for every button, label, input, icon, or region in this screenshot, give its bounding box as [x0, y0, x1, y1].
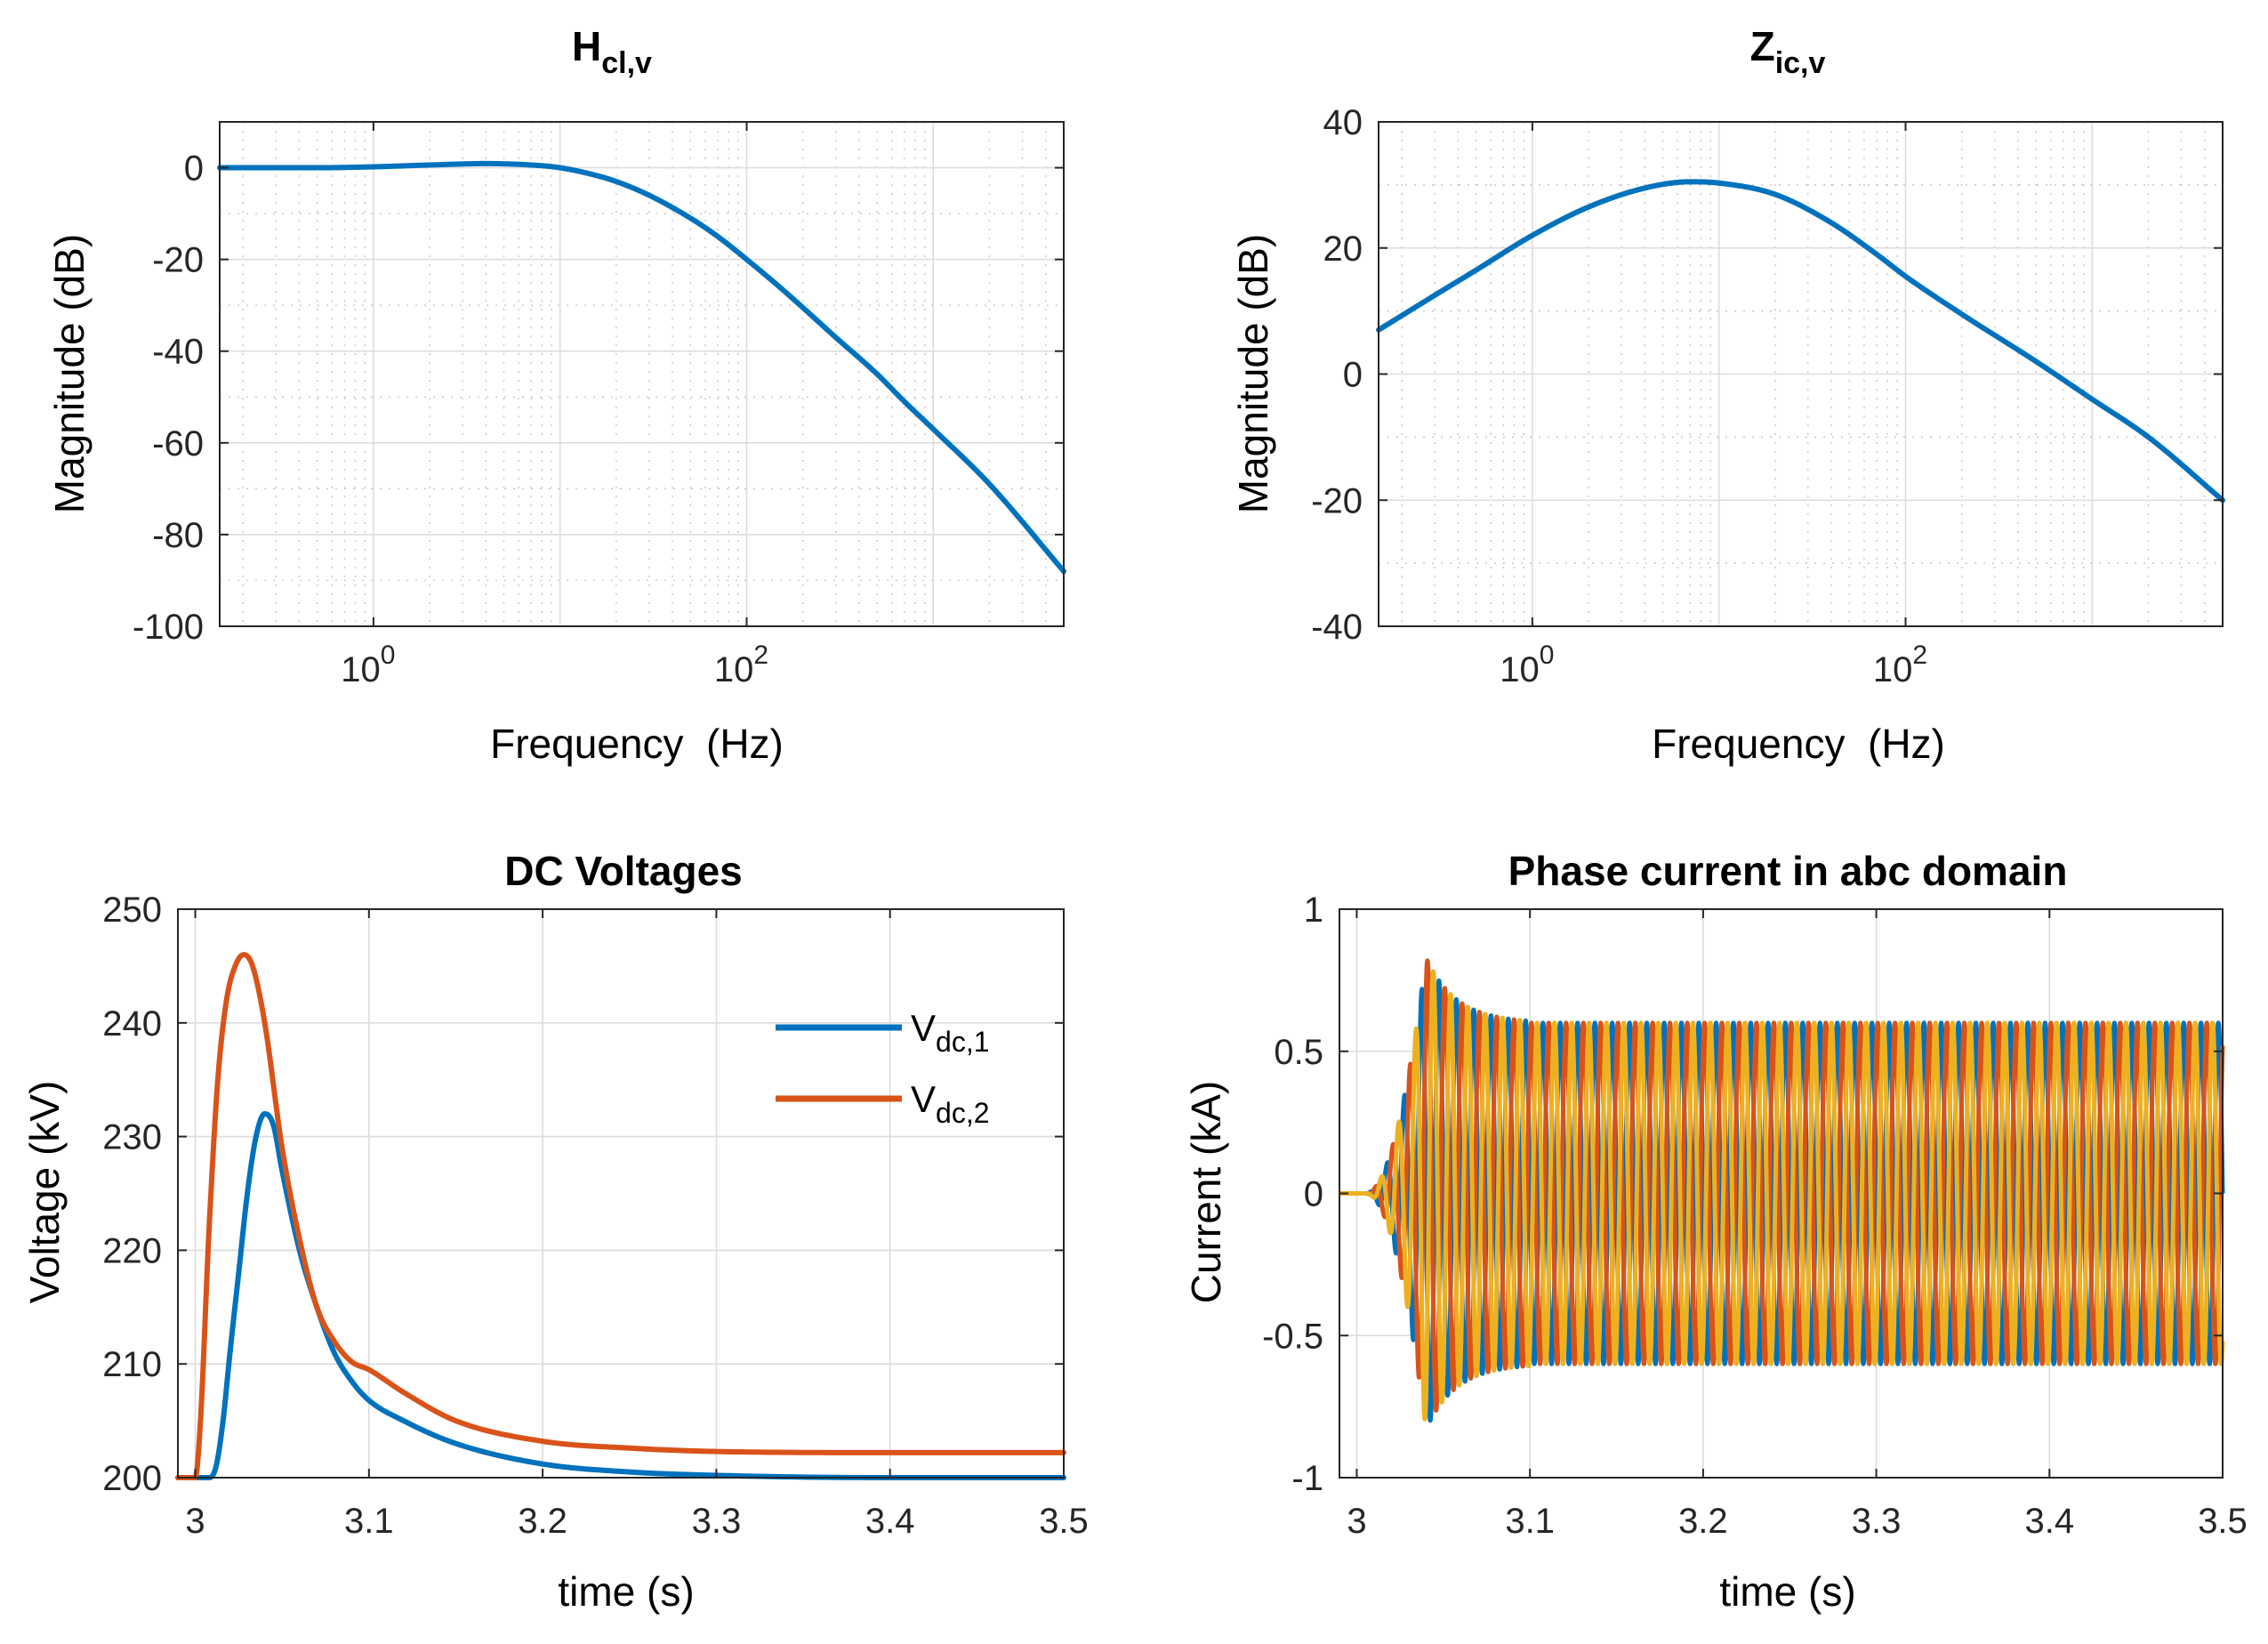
legend-label-vdc2: Vdc,2	[911, 1078, 990, 1129]
panel-phase-ylabel: Current (kA)	[1183, 1081, 1229, 1303]
y-tick-label: 0	[1343, 356, 1363, 395]
panel-phase-current: Phase current in abc domain 1 0.5 0 -0.5 -1 3…	[1183, 848, 2248, 1615]
y-tick-label: 1	[1304, 890, 1323, 930]
panel-dcv-frame	[177, 908, 1065, 1479]
phase-current-series-2	[1337, 958, 2225, 1413]
panel-phase-xlabel: time (s)	[1719, 1568, 1855, 1615]
y-tick-label: 20	[1323, 230, 1363, 269]
panel-zic: Zic,v 40 20 0 -20 -40 100 102 Frequency (Hz) M…	[1230, 23, 2225, 767]
zic-series-line-1	[1376, 179, 2225, 504]
y-tick-label: -60	[152, 424, 204, 463]
panel-zic-title: Zic,v	[1750, 23, 1826, 80]
y-tick-label: -20	[152, 241, 204, 280]
panel-hcl-ylabel: Magnitude (dB)	[46, 234, 92, 514]
x-tick-label: 3	[185, 1502, 205, 1541]
phase-current-series-1	[1337, 978, 2225, 1423]
panel-hcl-frame	[219, 121, 1065, 627]
y-tick-label: 250	[102, 890, 162, 930]
dcv-series-line-2	[175, 952, 1066, 1480]
panel-hcl-title: Hcl,v	[572, 23, 652, 80]
y-tick-label: -20	[1311, 481, 1363, 520]
y-tick-label: -40	[1311, 608, 1363, 647]
panel-dcv-grid	[178, 908, 1065, 1479]
x-tick-label: 3.3	[692, 1502, 742, 1541]
panel-dcv-xlabel: time (s)	[558, 1568, 694, 1615]
panel-zic-grid	[1379, 121, 2223, 627]
x-tick-label: 3.5	[1039, 1502, 1089, 1541]
y-tick-label: -40	[152, 333, 204, 372]
phase-current-series-3	[1337, 969, 2225, 1422]
panel-dc-voltages: DC Voltages 200 210 220 230 240 250 3 3.1 3.2 3.3…	[21, 848, 1089, 1615]
y-tick-label: 200	[102, 1459, 162, 1498]
y-tick-label: -1	[1291, 1459, 1323, 1498]
y-tick-label: 210	[102, 1345, 162, 1384]
x-tick-label: 3.5	[2198, 1502, 2248, 1541]
panel-hcl-xlabel: Frequency (Hz)	[490, 721, 784, 767]
y-tick-label: 0.5	[1274, 1033, 1323, 1072]
panel-hcl-ticks: 0 -20 -40 -60 -80 -100 100 102	[133, 122, 1064, 689]
x-tick-label: 3.3	[1852, 1502, 1902, 1541]
panel-phase-ticks: 1 0.5 0 -0.5 -1 3 3.1 3.2 3.3 3.4 3.5	[1262, 890, 2248, 1541]
panel-dcv-ylabel: Voltage (kV)	[21, 1081, 68, 1304]
panel-zic-xlabel: Frequency (Hz)	[1652, 721, 1945, 767]
panel-zic-series	[1376, 179, 2225, 504]
y-tick-label: -80	[152, 516, 204, 555]
x-tick-label: 3.1	[344, 1502, 394, 1541]
x-tick-label: 3.2	[518, 1502, 567, 1541]
legend: Vdc,1 Vdc,2	[776, 1007, 990, 1129]
panel-hcl-series	[217, 160, 1066, 575]
y-tick-label: 0	[184, 149, 204, 189]
panel-dcv-title: DC Voltages	[504, 848, 743, 894]
x-tick-label: 3.4	[865, 1502, 915, 1541]
panel-zic-ylabel: Magnitude (dB)	[1230, 234, 1276, 514]
legend-label-vdc1: Vdc,1	[911, 1007, 990, 1058]
x-tick-label: 102	[1873, 641, 1927, 689]
y-tick-label: 240	[102, 1004, 162, 1044]
panel-phase-title: Phase current in abc domain	[1508, 848, 2068, 894]
hcl-series-line-1	[217, 160, 1066, 575]
x-tick-label: 100	[341, 641, 395, 689]
y-tick-label: -0.5	[1262, 1317, 1323, 1356]
panel-phase-series	[1337, 958, 2225, 1423]
y-tick-label: -100	[133, 608, 204, 647]
x-tick-label: 3.4	[2024, 1502, 2074, 1541]
panel-hcl: Hcl,v 0 -20 -40 -60 -80 -100 100 102 Frequency …	[46, 23, 1066, 767]
x-tick-label: 100	[1500, 641, 1554, 689]
x-tick-label: 3.2	[1678, 1502, 1728, 1541]
x-tick-label: 3	[1347, 1502, 1366, 1541]
panel-zic-ticks: 40 20 0 -20 -40 100 102	[1311, 103, 2223, 689]
y-tick-label: 230	[102, 1118, 162, 1157]
panel-hcl-grid	[220, 122, 1064, 627]
panel-dcv-ticks: 200 210 220 230 240 250 3 3.1 3.2 3.3 3.4 3.5	[102, 890, 1089, 1541]
x-tick-label: 102	[714, 641, 768, 689]
panel-dcv-series	[175, 952, 1066, 1480]
x-tick-label: 3.1	[1505, 1502, 1555, 1541]
y-tick-label: 0	[1304, 1175, 1323, 1214]
y-tick-label: 220	[102, 1231, 162, 1270]
y-tick-label: 40	[1323, 103, 1363, 142]
